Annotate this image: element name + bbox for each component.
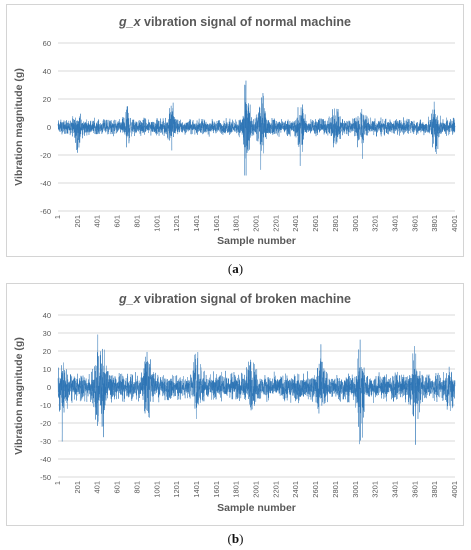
x-tick-label: 3401 xyxy=(390,481,399,498)
x-tick-label: 4001 xyxy=(450,215,459,232)
x-tick-label: 3001 xyxy=(351,481,360,498)
caption-letter: a xyxy=(232,261,239,276)
x-axis-label: Sample number xyxy=(217,502,296,514)
y-tick-label: 40 xyxy=(43,67,51,76)
x-tick-label: 1601 xyxy=(212,215,221,232)
x-tick-label: 3201 xyxy=(371,215,380,232)
chart-title-variable: g_x xyxy=(118,292,141,306)
x-tick-label: 2201 xyxy=(271,481,280,498)
y-tick-label: 20 xyxy=(43,347,51,356)
x-tick-label: 1 xyxy=(53,215,62,219)
x-tick-label: 2401 xyxy=(291,481,300,498)
y-tick-label: -40 xyxy=(40,455,51,464)
y-tick-label: -30 xyxy=(40,437,51,446)
x-tick-label: 1801 xyxy=(232,481,241,498)
y-tick-label: 10 xyxy=(43,365,51,374)
x-tick-label: 201 xyxy=(73,481,82,494)
x-tick-label: 1801 xyxy=(232,215,241,232)
x-tick-label: 1 xyxy=(53,481,62,485)
chart-title-text: vibration signal of normal machine xyxy=(140,15,351,29)
x-tick-label: 3801 xyxy=(430,215,439,232)
x-tick-label: 1601 xyxy=(212,481,221,498)
y-tick-label: 20 xyxy=(43,95,51,104)
x-tick-label: 3001 xyxy=(351,215,360,232)
chart-title: g_x vibration signal of broken machine xyxy=(7,292,463,306)
chart-title: g_x vibration signal of normal machine xyxy=(7,15,463,29)
x-tick-label: 401 xyxy=(93,215,102,228)
y-axis-label: Vibration magnitude (g) xyxy=(13,68,25,186)
chart-title-variable: g_x xyxy=(118,15,141,29)
x-tick-label: 2401 xyxy=(291,215,300,232)
y-tick-label: 0 xyxy=(47,123,51,132)
figure-caption-b: (b) xyxy=(227,531,244,546)
figure-caption-a: (a) xyxy=(227,261,244,276)
x-tick-label: 601 xyxy=(113,481,122,494)
x-tick-label: 4001 xyxy=(450,481,459,498)
x-tick-label: 1001 xyxy=(152,481,161,498)
x-tick-label: 3601 xyxy=(410,481,419,498)
x-tick-label: 201 xyxy=(73,215,82,228)
x-tick-label: 2601 xyxy=(311,481,320,498)
y-tick-label: 60 xyxy=(43,39,51,48)
y-tick-label: -50 xyxy=(40,473,51,482)
y-tick-label: -40 xyxy=(40,179,51,188)
y-tick-label: 40 xyxy=(43,311,51,320)
chart-panel-a: g_x vibration signal of normal machine 6… xyxy=(6,4,464,257)
y-tick-label: 30 xyxy=(43,329,51,338)
y-tick-label: -20 xyxy=(40,419,51,428)
chart-panel-b: g_x vibration signal of broken machine 4… xyxy=(6,283,464,526)
x-tick-label: 3601 xyxy=(410,215,419,232)
x-tick-label: 3201 xyxy=(371,481,380,498)
x-axis-label: Sample number xyxy=(217,235,296,247)
x-tick-label: 601 xyxy=(113,215,122,228)
x-tick-label: 2201 xyxy=(271,215,280,232)
x-tick-label: 1401 xyxy=(192,481,201,498)
x-tick-label: 1201 xyxy=(172,215,181,232)
x-tick-label: 801 xyxy=(132,481,141,494)
chart-title-text: vibration signal of broken machine xyxy=(140,292,351,306)
x-tick-label: 401 xyxy=(93,481,102,494)
x-tick-label: 2001 xyxy=(252,481,261,498)
y-axis-label: Vibration magnitude (g) xyxy=(13,337,25,455)
x-tick-label: 1401 xyxy=(192,215,201,232)
y-tick-label: -60 xyxy=(40,207,51,216)
x-tick-label: 801 xyxy=(132,215,141,228)
y-tick-label: -10 xyxy=(40,401,51,410)
caption-letter: b xyxy=(231,531,240,546)
x-tick-label: 2801 xyxy=(331,481,340,498)
signal-line xyxy=(57,80,456,176)
x-tick-label: 3401 xyxy=(390,215,399,232)
x-tick-label: 2001 xyxy=(252,215,261,232)
x-tick-label: 3801 xyxy=(430,481,439,498)
x-tick-label: 1001 xyxy=(152,215,161,232)
x-tick-label: 2601 xyxy=(311,215,320,232)
signal-line xyxy=(57,334,456,445)
y-tick-label: -20 xyxy=(40,151,51,160)
x-tick-label: 1201 xyxy=(172,481,181,498)
y-tick-label: 0 xyxy=(47,383,51,392)
x-tick-label: 2801 xyxy=(331,215,340,232)
